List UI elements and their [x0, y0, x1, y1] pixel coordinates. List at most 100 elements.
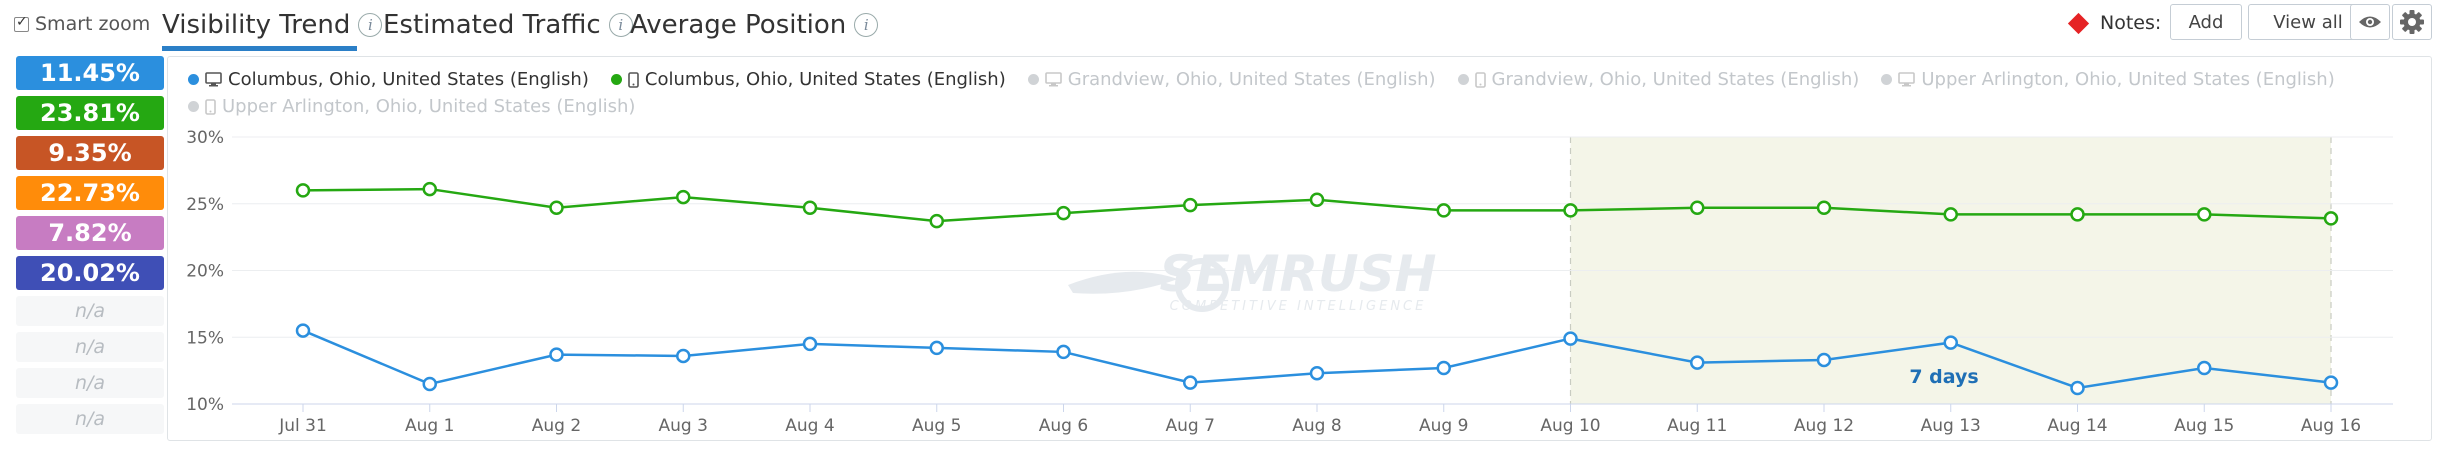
gear-icon — [2400, 10, 2424, 34]
legend-label: Columbus, Ohio, United States (English) — [228, 69, 589, 90]
legend-row: Columbus, Ohio, United States (English) C… — [188, 69, 2335, 90]
legend-label: Grandview, Ohio, United States (English) — [1491, 69, 1860, 90]
data-point — [1309, 366, 1325, 381]
y-tick-label: 20% — [186, 262, 224, 282]
highlight-label: 7 days — [1909, 366, 1978, 388]
legend-item[interactable]: Upper Arlington, Ohio, United States (En… — [1881, 69, 2335, 90]
watermark-logo-icon — [1175, 258, 1229, 312]
mobile-icon — [628, 71, 639, 88]
info-icon[interactable]: i — [608, 13, 633, 37]
percentage-badge: 23.81% — [16, 96, 164, 130]
tab-estimated-traffic-label: Estimated Traffic — [383, 10, 601, 40]
y-tick-label: 30% — [186, 128, 224, 148]
x-tick-label: Aug 12 — [1794, 416, 1854, 436]
legend-item[interactable]: Grandview, Ohio, United States (English) — [1027, 69, 1436, 90]
x-tick-label: Aug 7 — [1166, 416, 1215, 436]
notes-label: Notes: — [2100, 12, 2162, 34]
x-tick-label: Jul 31 — [278, 416, 327, 436]
visibility-chart: 10% 15% 20% 25% 30% Jul 31 Aug 1 Aug 2 Aug 3 Aug … — [186, 128, 2393, 436]
x-tick-label: Aug 8 — [1292, 416, 1341, 436]
tab-visibility-trend[interactable]: Visibility Trend i — [162, 4, 383, 46]
data-point — [1690, 355, 1705, 370]
legend-item[interactable]: Grandview, Ohio, United States (English) — [1457, 69, 1860, 90]
data-point — [549, 200, 564, 216]
smart-zoom-checkbox[interactable] — [14, 14, 29, 32]
data-point — [1309, 192, 1325, 207]
percentage-badge: 7.82% — [16, 216, 164, 250]
percentage-na: n/a — [16, 296, 164, 326]
active-tab-underline — [162, 46, 357, 51]
legend-dot-icon — [1881, 74, 1893, 85]
notes-section: Notes: — [2067, 8, 2162, 38]
data-point — [2323, 375, 2339, 390]
data-point — [2070, 207, 2085, 222]
data-point — [422, 376, 437, 392]
data-point — [676, 189, 691, 205]
tab-estimated-traffic[interactable]: Estimated Traffic i — [383, 4, 633, 46]
watermark-tagline: COMPETITIVE INTELLIGENCE — [1170, 299, 1427, 314]
desktop-icon — [205, 72, 222, 87]
x-tick-label: Aug 1 — [405, 416, 454, 436]
data-point — [1436, 360, 1451, 376]
info-icon[interactable]: i — [854, 13, 879, 37]
legend-label: Upper Arlington, Ohio, United States (En… — [222, 96, 636, 117]
legend-item[interactable]: Upper Arlington, Ohio, United States (En… — [188, 96, 635, 117]
data-point — [422, 181, 437, 197]
y-tick-label: 15% — [186, 328, 224, 348]
legend-label: Grandview, Ohio, United States (English) — [1067, 69, 1436, 90]
data-point — [1563, 203, 1578, 218]
x-tick-label: Aug 5 — [912, 416, 961, 436]
data-point — [1816, 200, 1832, 216]
legend-row: Upper Arlington, Ohio, United States (En… — [188, 96, 635, 117]
data-point — [1563, 331, 1578, 346]
x-tick-label: Aug 16 — [2301, 416, 2361, 436]
y-tick-label: 10% — [186, 395, 224, 415]
mobile-icon — [205, 98, 216, 115]
percentage-badge: 9.35% — [16, 136, 164, 170]
data-point — [802, 336, 818, 352]
desktop-icon — [1044, 72, 1062, 87]
percentage-badge: 11.45% — [16, 56, 164, 90]
tab-average-position[interactable]: Average Position i — [630, 4, 879, 46]
info-icon[interactable]: i — [358, 13, 383, 37]
add-note-button[interactable]: Add — [2170, 4, 2242, 40]
data-point — [295, 323, 311, 338]
legend-dot-icon — [188, 74, 199, 85]
chart-panel: Columbus, Ohio, United States (English) C… — [167, 56, 2432, 441]
data-point — [2070, 380, 2085, 396]
legend-item[interactable]: Columbus, Ohio, United States (English) — [188, 69, 589, 90]
data-point — [1690, 200, 1705, 216]
data-point — [929, 340, 944, 356]
x-tick-label: Aug 2 — [532, 416, 581, 436]
x-tick-label: Aug 9 — [1419, 416, 1468, 436]
data-point — [1816, 352, 1832, 368]
smart-zoom-toggle[interactable]: Smart zoom — [14, 10, 150, 38]
data-point — [929, 213, 944, 229]
legend-dot-icon — [610, 74, 622, 85]
x-tick-label: Aug 4 — [785, 416, 834, 436]
data-point — [1183, 197, 1198, 213]
mobile-icon — [1474, 71, 1486, 88]
data-point — [1436, 203, 1451, 218]
legend-item[interactable]: Columbus, Ohio, United States (English) — [610, 69, 1006, 90]
x-tick-label: Aug 15 — [2174, 416, 2234, 436]
eye-button[interactable] — [2350, 4, 2390, 40]
percentage-na: n/a — [16, 368, 164, 398]
data-point — [1056, 205, 1071, 221]
x-tick-label: Aug 3 — [659, 416, 708, 436]
watermark-brand: SEMRUSH — [1160, 245, 1437, 303]
x-tick-label: Aug 6 — [1039, 416, 1088, 436]
percentage-na: n/a — [16, 404, 164, 434]
data-point — [1943, 335, 1958, 350]
percentage-badge: 22.73% — [16, 176, 164, 210]
legend-dot-icon — [1027, 74, 1039, 85]
desktop-icon — [1898, 72, 1916, 87]
data-point — [2197, 360, 2212, 376]
data-point — [2323, 211, 2339, 226]
legend-dot-icon — [1457, 74, 1469, 85]
settings-button[interactable] — [2392, 4, 2432, 40]
tab-average-position-label: Average Position — [630, 10, 847, 40]
y-tick-label: 25% — [186, 195, 224, 215]
data-point — [295, 183, 311, 198]
watermark-logo-icon — [1068, 271, 1178, 294]
